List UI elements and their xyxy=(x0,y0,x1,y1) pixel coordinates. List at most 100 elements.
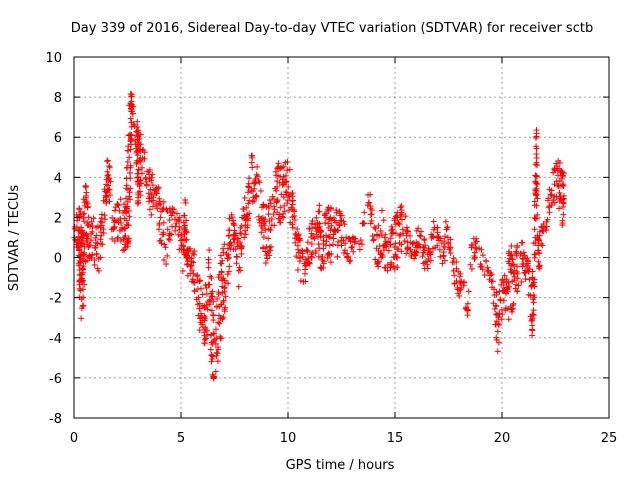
y-tick-label: -2 xyxy=(49,292,62,307)
data-point xyxy=(116,207,123,214)
data-point xyxy=(134,118,141,125)
data-point xyxy=(115,217,122,224)
data-point xyxy=(499,311,506,318)
data-point xyxy=(534,195,541,202)
data-point xyxy=(156,195,163,202)
data-point xyxy=(78,315,85,322)
data-point xyxy=(85,214,92,221)
data-point xyxy=(189,250,196,257)
data-point xyxy=(160,198,167,205)
data-point xyxy=(384,239,391,246)
data-point xyxy=(348,244,355,251)
data-point xyxy=(143,182,150,189)
data-point xyxy=(279,176,286,183)
data-point xyxy=(91,257,98,264)
data-point xyxy=(135,166,142,173)
data-point xyxy=(398,216,405,223)
data-point xyxy=(202,282,209,289)
data-point xyxy=(231,222,238,229)
data-point xyxy=(444,234,451,241)
data-point xyxy=(233,260,240,267)
data-point xyxy=(141,149,148,156)
data-point xyxy=(210,298,217,305)
data-point xyxy=(250,179,257,186)
data-point xyxy=(155,184,162,191)
data-point xyxy=(403,227,410,234)
data-point xyxy=(396,232,403,239)
data-point xyxy=(384,267,391,274)
data-point xyxy=(299,247,306,254)
data-point xyxy=(400,230,407,237)
y-tick-label: -4 xyxy=(49,332,62,347)
data-point xyxy=(127,175,134,182)
data-point xyxy=(385,247,392,254)
data-point xyxy=(397,204,404,211)
data-point xyxy=(556,159,563,166)
data-point xyxy=(210,317,217,324)
data-point xyxy=(441,257,448,264)
data-point xyxy=(422,242,429,249)
data-point xyxy=(100,226,107,233)
data-point xyxy=(500,287,507,294)
data-point xyxy=(203,302,210,309)
data-point xyxy=(532,179,539,186)
data-point xyxy=(279,182,286,189)
data-point xyxy=(156,238,163,245)
data-point xyxy=(414,242,421,249)
data-point xyxy=(98,219,105,226)
data-point xyxy=(442,233,449,240)
data-point xyxy=(336,208,343,215)
data-point xyxy=(281,202,288,209)
data-point xyxy=(530,299,537,306)
data-point xyxy=(498,316,505,323)
data-point xyxy=(505,283,512,290)
data-point xyxy=(551,199,558,206)
data-point xyxy=(245,189,252,196)
data-point xyxy=(407,246,414,253)
y-tick-label: 8 xyxy=(54,91,62,106)
data-point xyxy=(220,249,227,256)
data-point xyxy=(182,197,189,204)
data-point xyxy=(218,268,225,275)
data-point xyxy=(122,208,129,215)
data-point xyxy=(387,235,394,242)
data-point xyxy=(533,192,540,199)
data-point xyxy=(242,231,249,238)
data-point xyxy=(133,160,140,167)
x-tick-labels: 0 5 10 15 20 25 xyxy=(70,431,617,446)
data-point xyxy=(265,204,272,211)
data-point xyxy=(375,222,382,229)
data-point xyxy=(391,217,398,224)
data-point xyxy=(514,288,521,295)
y-tick-labels: -8 -6 -4 -2 0 2 4 6 8 10 xyxy=(45,51,62,427)
data-point xyxy=(236,264,243,271)
data-point xyxy=(126,189,133,196)
data-point xyxy=(410,240,417,247)
data-point xyxy=(467,261,474,268)
data-point xyxy=(197,285,204,292)
data-point xyxy=(240,206,247,213)
data-point xyxy=(496,288,503,295)
data-point xyxy=(543,227,550,234)
data-point xyxy=(289,206,296,213)
data-point xyxy=(536,249,543,256)
data-point xyxy=(394,254,401,261)
data-point xyxy=(249,152,256,159)
data-point xyxy=(427,257,434,264)
data-point xyxy=(122,225,129,232)
data-point xyxy=(304,239,311,246)
data-point xyxy=(556,205,563,212)
data-point xyxy=(505,316,512,323)
data-point xyxy=(186,254,193,261)
data-point xyxy=(428,234,435,241)
data-point xyxy=(114,235,121,242)
data-point xyxy=(272,168,279,175)
data-point xyxy=(270,196,277,203)
data-point xyxy=(356,246,363,253)
data-point xyxy=(103,200,110,207)
data-point xyxy=(126,132,133,139)
data-point xyxy=(90,215,97,222)
data-point xyxy=(468,241,475,248)
data-point xyxy=(471,253,478,260)
data-point xyxy=(161,257,168,264)
